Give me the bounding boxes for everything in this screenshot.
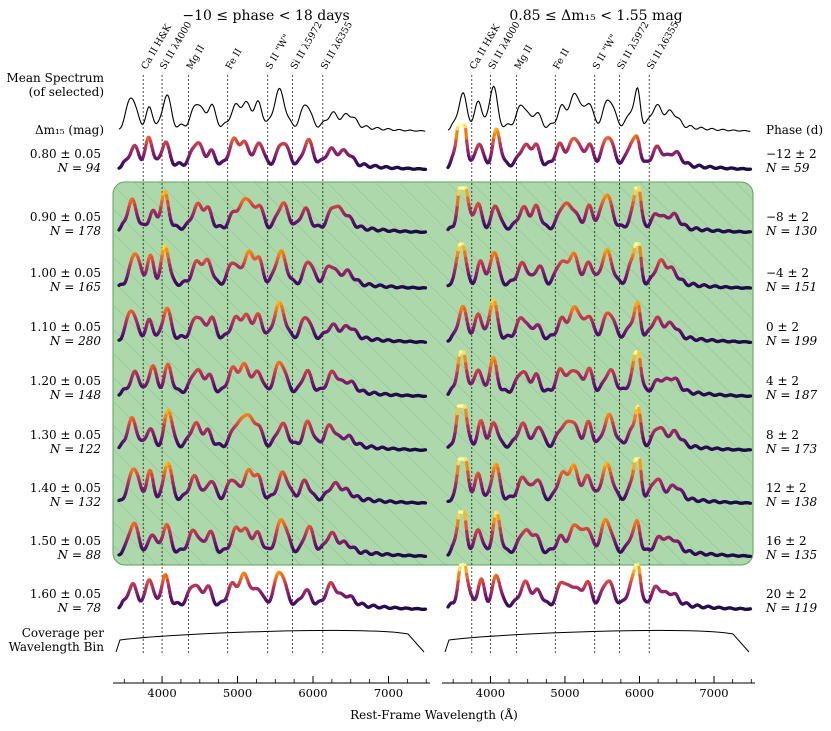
mean-spectrum-line bbox=[118, 87, 426, 132]
sample-count-label: N = 151 bbox=[765, 280, 817, 294]
coverage-label-2: Wavelength Bin bbox=[9, 640, 105, 654]
sample-count-label: N = 280 bbox=[49, 334, 101, 348]
spectral-line-label: Mg II bbox=[185, 43, 208, 72]
dm15-bin-label: 1.40 ± 0.05 bbox=[30, 481, 101, 495]
sample-count-label: N = 199 bbox=[765, 334, 817, 348]
spectrum-row bbox=[117, 189, 428, 234]
dm15-bin-label: 1.60 ± 0.05 bbox=[30, 587, 101, 601]
sample-count-label: N = 59 bbox=[765, 161, 810, 175]
sample-count-label: N = 178 bbox=[49, 224, 101, 238]
sample-count-label: N = 88 bbox=[57, 548, 102, 562]
spectrum-segment bbox=[638, 458, 643, 474]
dm15-bin-label: 1.10 ± 0.05 bbox=[30, 320, 101, 334]
highlight-region bbox=[112, 181, 754, 566]
spectrum-row bbox=[446, 123, 753, 171]
phase-bin-label: 12 ± 2 bbox=[766, 481, 807, 495]
sample-count-label: N = 165 bbox=[49, 280, 101, 294]
mean-spectrum-line bbox=[447, 85, 751, 132]
dm15-bin-label: 0.90 ± 0.05 bbox=[30, 210, 101, 224]
sample-count-label: N = 130 bbox=[765, 224, 817, 238]
sample-count-label: N = 148 bbox=[49, 388, 101, 402]
mean-spectrum-label-2: (of selected) bbox=[29, 85, 104, 99]
spectrum-segment bbox=[638, 245, 643, 260]
spectrum-row bbox=[117, 518, 428, 559]
sample-count-label: N = 94 bbox=[57, 161, 101, 175]
phase-bin-label: 0 ± 2 bbox=[766, 320, 799, 334]
left-row-header: Δm₁₅ (mag) bbox=[35, 123, 104, 137]
spectral-line-label: Si II λ6355 bbox=[319, 20, 355, 72]
spectrum-row bbox=[117, 461, 428, 505]
spectral-line-label: Si II λ6355 bbox=[645, 20, 681, 72]
dm15-bin-label: 1.30 ± 0.05 bbox=[30, 428, 101, 442]
phase-bin-label: 8 ± 2 bbox=[766, 428, 799, 442]
spectrum-row bbox=[446, 186, 753, 234]
phase-bin-label: 4 ± 2 bbox=[766, 374, 799, 388]
right-panel-title: 0.85 ≤ Δm₁₅ < 1.55 mag bbox=[509, 8, 682, 24]
coverage-label-1: Coverage per bbox=[22, 626, 105, 640]
dm15-bin-label: 1.00 ± 0.05 bbox=[30, 266, 101, 280]
sample-count-label: N = 138 bbox=[765, 495, 817, 509]
spectrum-segment bbox=[455, 192, 460, 207]
sample-count-label: N = 187 bbox=[765, 388, 817, 402]
spectrum-row bbox=[117, 300, 428, 344]
sample-count-label: N = 78 bbox=[57, 601, 102, 615]
spectral-line-label: Fe II bbox=[224, 47, 245, 72]
sample-count-label: N = 173 bbox=[765, 442, 817, 456]
spectral-line-label: Mg II bbox=[513, 43, 536, 72]
phase-bin-label: −8 ± 2 bbox=[766, 210, 809, 224]
phase-bin-label: −4 ± 2 bbox=[766, 266, 809, 280]
spectrum-row bbox=[117, 135, 428, 171]
spectrum-segment bbox=[464, 127, 469, 143]
right-row-header: Phase (d) bbox=[766, 123, 823, 137]
spectrum-row bbox=[117, 408, 428, 452]
dm15-bin-label: 1.50 ± 0.05 bbox=[30, 534, 101, 548]
mean-spectrum-label-1: Mean Spectrum bbox=[7, 71, 105, 85]
spectrum-row bbox=[117, 360, 428, 398]
x-axis-label: Rest-Frame Wavelength (Å) bbox=[350, 707, 518, 722]
sample-count-label: N = 132 bbox=[49, 495, 101, 509]
left-panel-title: −10 ≤ phase < 18 days bbox=[182, 8, 349, 24]
spectral-line-label: Fe II bbox=[551, 47, 572, 72]
spectrum-row bbox=[117, 570, 428, 611]
dm15-bin-label: 0.80 ± 0.05 bbox=[30, 147, 101, 161]
spectrum-row bbox=[117, 244, 428, 290]
sample-count-label: N = 122 bbox=[49, 442, 101, 456]
phase-bin-label: −12 ± 2 bbox=[766, 147, 817, 161]
dm15-bin-label: 1.20 ± 0.05 bbox=[30, 374, 101, 388]
